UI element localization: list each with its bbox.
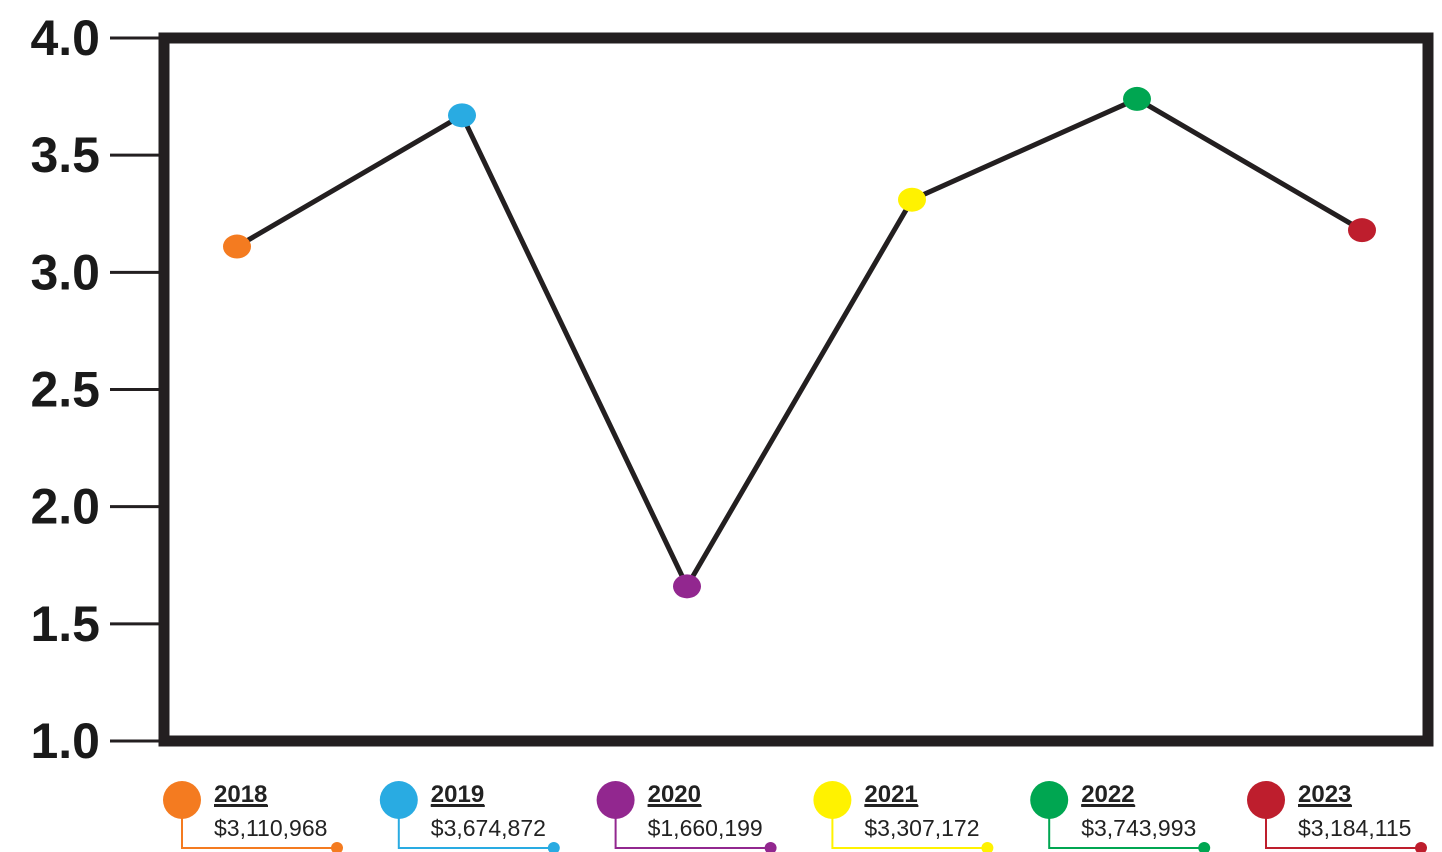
legend-connector-dot <box>331 842 343 852</box>
legend-year: 2018 <box>214 781 267 808</box>
data-point-2018 <box>223 235 251 259</box>
legend: 2018 $3,110,968 2019 $3,674,872 2020 $1,660,1… <box>163 781 1427 852</box>
legend-year: 2023 <box>1298 781 1351 808</box>
legend-swatch <box>1247 781 1285 819</box>
legend-swatch <box>380 781 418 819</box>
y-tick-label: 1.0 <box>30 713 100 769</box>
legend-item-2023: 2023 $3,184,115 <box>1247 781 1427 852</box>
legend-item-2019: 2019 $3,674,872 <box>380 781 560 852</box>
legend-year: 2021 <box>864 781 917 808</box>
data-point-2022 <box>1123 87 1151 111</box>
legend-connector-dot <box>765 842 777 852</box>
legend-connector-dot <box>981 842 993 852</box>
y-axis: 1.0 1.5 2.0 2.5 3.0 3.5 4.0 <box>30 10 160 769</box>
legend-item-2021: 2021 $3,307,172 <box>813 781 993 852</box>
legend-item-2020: 2020 $1,660,199 <box>597 781 777 852</box>
y-tick-label: 3.5 <box>30 127 100 183</box>
data-point-2023 <box>1348 218 1376 242</box>
legend-item-2022: 2022 $3,743,993 <box>1030 781 1210 852</box>
data-point-2020 <box>673 574 701 598</box>
data-point-2021 <box>898 188 926 212</box>
legend-amount: $3,674,872 <box>431 815 546 841</box>
legend-swatch <box>597 781 635 819</box>
plot-frame <box>164 38 1428 741</box>
legend-swatch <box>1030 781 1068 819</box>
y-tick-label: 1.5 <box>30 596 100 652</box>
legend-year: 2022 <box>1081 781 1134 808</box>
data-point-2019 <box>448 103 476 127</box>
legend-amount: $3,307,172 <box>864 815 979 841</box>
legend-swatch <box>813 781 851 819</box>
legend-connector-dot <box>548 842 560 852</box>
y-tick-label: 4.0 <box>30 10 100 66</box>
y-tick-label: 2.0 <box>30 479 100 535</box>
y-tick-label: 3.0 <box>30 244 100 300</box>
legend-connector-dot <box>1198 842 1210 852</box>
legend-item-2018: 2018 $3,110,968 <box>163 781 343 852</box>
legend-year: 2019 <box>431 781 484 808</box>
data-points <box>223 87 1376 598</box>
legend-year: 2020 <box>648 781 701 808</box>
legend-amount: $3,184,115 <box>1298 815 1411 841</box>
legend-amount: $1,660,199 <box>648 815 763 841</box>
legend-amount: $3,743,993 <box>1081 815 1196 841</box>
y-tick-label: 2.5 <box>30 362 100 418</box>
legend-amount: $3,110,968 <box>214 815 327 841</box>
series-line <box>237 99 1362 586</box>
legend-swatch <box>163 781 201 819</box>
legend-connector-dot <box>1415 842 1427 852</box>
